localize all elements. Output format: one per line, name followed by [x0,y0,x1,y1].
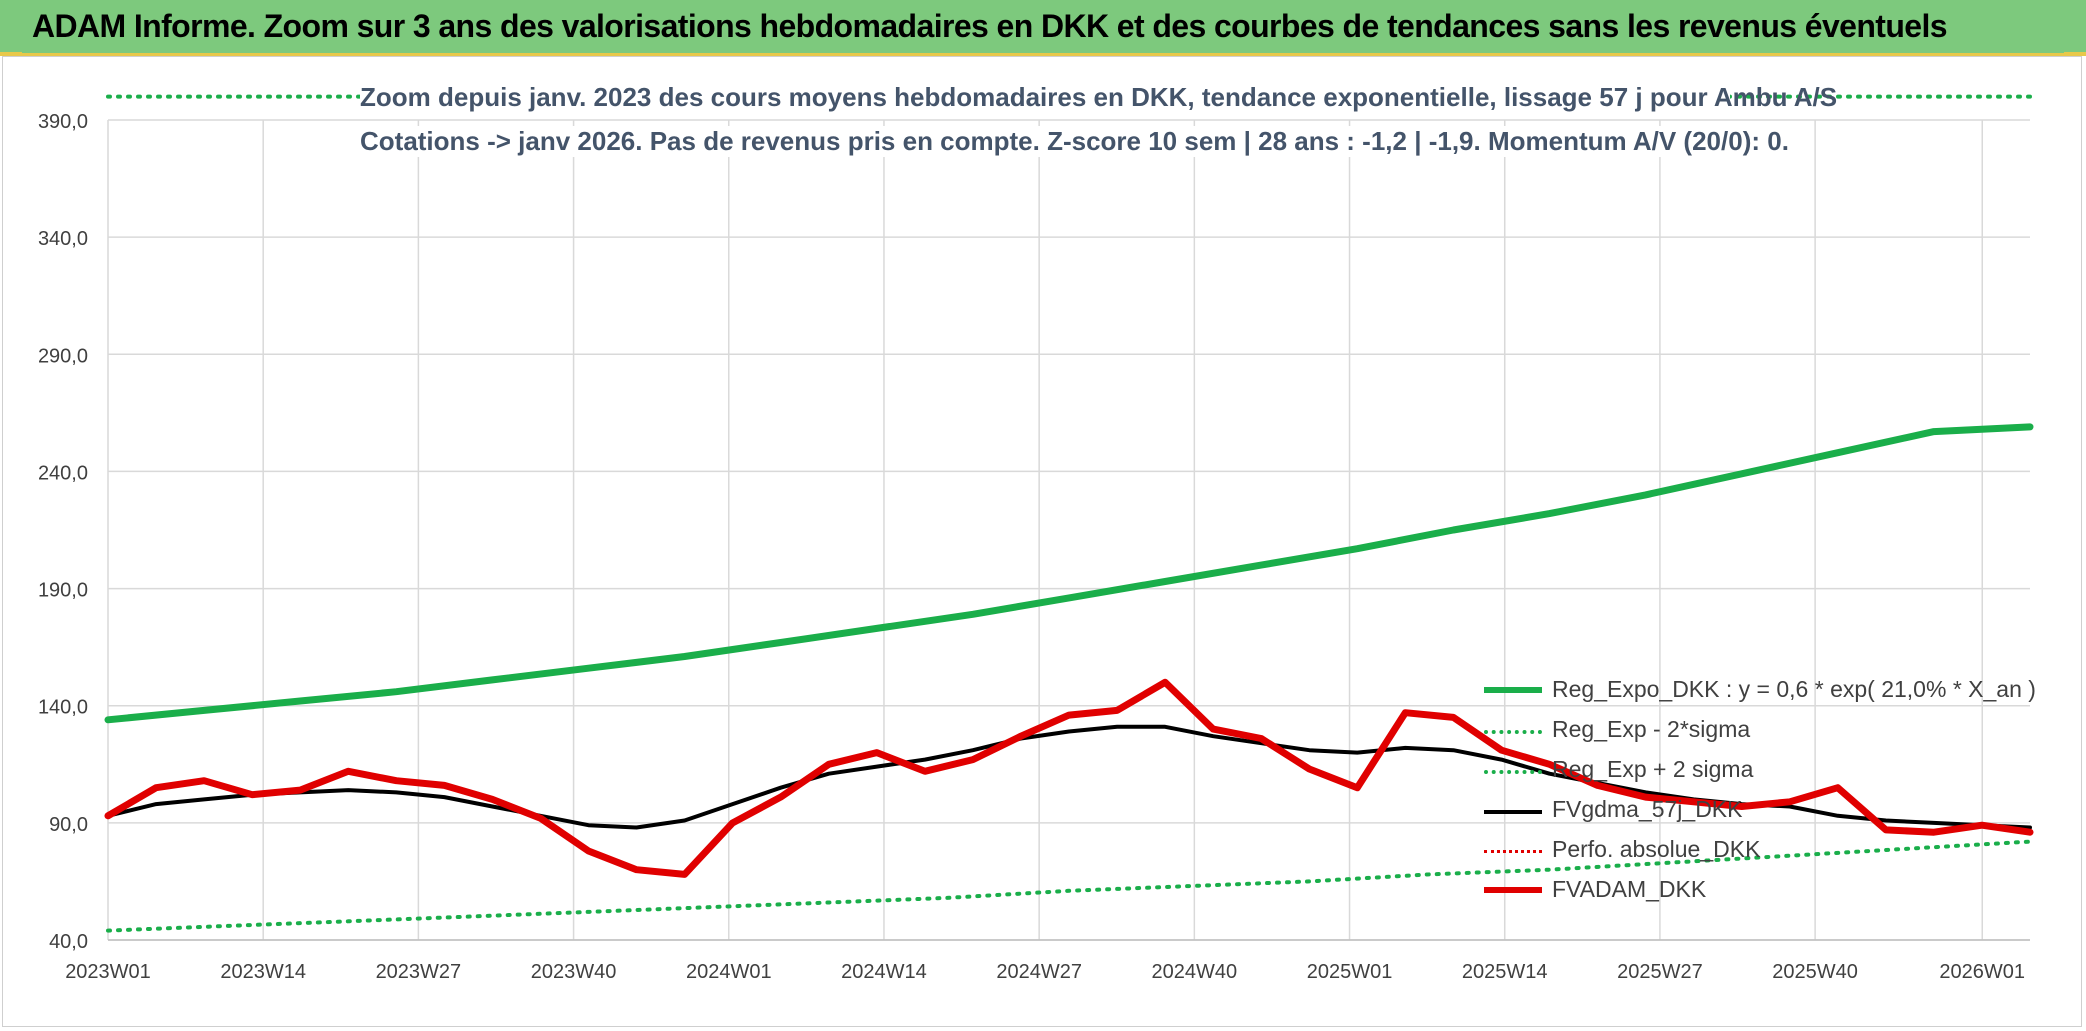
legend-item-reg-expo: Reg_Expo_DKK : y = 0,6 * exp( 21,0% * X_… [1484,676,2044,706]
chart-title-line-1: Zoom depuis janv. 2023 des cours moyens … [360,82,1838,113]
legend-item-reg-exp-minus: Reg_Exp - 2*sigma [1484,716,2044,746]
y-tick-label: 340,0 [38,228,88,250]
y-tick-label: 390,0 [38,111,88,133]
x-tick-label: 2023W14 [220,961,306,983]
legend-item-fvgdma: FVgdma_57j_DKK [1484,796,2044,826]
y-axis: 390,0 340,0 290,0 240,0 190,0 140,0 90,0 40,0 [38,111,88,953]
y-tick-label: 290,0 [38,345,88,367]
series-reg-exp-minus [106,839,2032,933]
x-tick-label: 2024W27 [996,961,1082,983]
legend-label-perfo-absolue: Perfo. absolue_DKK [1552,836,1761,862]
legend-label-reg-exp-plus: Reg_Exp + 2 sigma [1552,756,1754,782]
chart-grid [107,119,2030,941]
x-tick-label: 2023W40 [531,961,617,983]
legend-swatch-perfo-absolue [1484,850,1542,853]
x-tick-label: 2025W01 [1307,961,1393,983]
legend-swatch-fvgdma [1484,810,1542,814]
header-accent-left [0,52,22,56]
legend-swatch-fvadam [1484,887,1542,893]
y-tick-label: 190,0 [38,580,88,602]
x-tick-label: 2023W27 [376,961,462,983]
header-accent-right [2064,52,2086,56]
legend-item-fvadam: FVADAM_DKK [1484,876,2044,906]
x-tick-label: 2025W27 [1617,961,1703,983]
x-tick-label: 2025W14 [1462,961,1548,983]
x-axis: 2023W01 2023W14 2023W27 2023W40 2024W01 2024W… [65,939,2030,983]
x-tick-label: 2024W01 [686,961,772,983]
legend-swatch-reg-expo [1484,687,1542,693]
chart-title-line-2: Cotations -> janv 2026. Pas de revenus p… [360,126,1789,157]
legend-swatch-reg-exp-plus [1484,770,1542,774]
report-header: ADAM Informe. Zoom sur 3 ans des valoris… [0,0,2086,56]
x-tick-label: 2026W01 [1939,961,2025,983]
y-tick-label: 90,0 [49,814,88,836]
chart-frame [2,56,2082,1027]
legend-label-reg-expo: Reg_Expo_DKK : y = 0,6 * exp( 21,0% * X_… [1552,676,2036,702]
legend-label-fvadam: FVADAM_DKK [1552,876,1707,902]
x-tick-label: 2024W14 [841,961,927,983]
legend-label-fvgdma: FVgdma_57j_DKK [1552,796,1743,822]
legend-item-perfo-absolue: Perfo. absolue_DKK [1484,836,2044,866]
y-tick-label: 240,0 [38,462,88,484]
y-tick-label: 40,0 [49,931,88,953]
y-tick-label: 140,0 [38,697,88,719]
x-tick-label: 2023W01 [65,961,151,983]
legend-item-reg-exp-plus: Reg_Exp + 2 sigma [1484,756,2044,786]
series-fvadam [104,678,2034,878]
legend-label-reg-exp-minus: Reg_Exp - 2*sigma [1552,716,1751,742]
report-title: ADAM Informe. Zoom sur 3 ans des valoris… [32,8,1948,44]
legend-swatch-reg-exp-minus [1484,730,1542,734]
x-tick-label: 2025W40 [1772,961,1858,983]
series-reg-expo [104,423,2034,724]
x-tick-label: 2024W40 [1152,961,1238,983]
